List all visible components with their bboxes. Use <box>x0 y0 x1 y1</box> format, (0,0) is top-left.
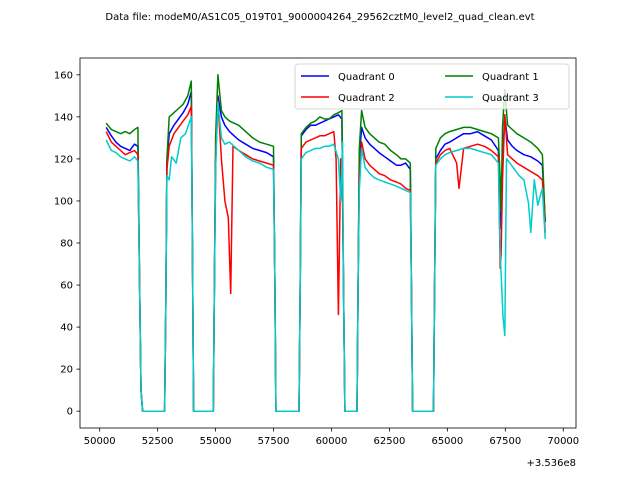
y-tick-label: 100 <box>54 196 73 207</box>
y-tick-label: 20 <box>60 365 73 376</box>
x-tick-label: 70000 <box>547 436 579 447</box>
legend-label-quadrant-1: Quadrant 1 <box>482 72 539 83</box>
legend-box <box>294 63 570 110</box>
legend: Quadrant 0 Quadrant 1 Quadrant 2 Quadrant 3 <box>294 63 570 110</box>
y-tick-label: 0 <box>67 407 73 418</box>
x-tick-label: 60000 <box>316 436 348 447</box>
y-tick-label: 160 <box>54 70 73 81</box>
y-tick-label: 40 <box>60 323 73 334</box>
series-line-quadrant-2 <box>105 99 546 412</box>
series-line-quadrant-3 <box>105 101 546 412</box>
legend-label-quadrant-3: Quadrant 3 <box>482 93 539 104</box>
x-axis-offset-label: +3.536e8 <box>526 458 576 469</box>
x-tick-label: 62500 <box>374 436 406 447</box>
y-tick-label: 60 <box>60 281 73 292</box>
y-tick-label: 80 <box>60 239 73 250</box>
y-axis: 0 20 40 60 80 100 120 140 160 <box>54 70 80 418</box>
series-line-quadrant-1 <box>105 74 546 412</box>
chart-title: Data file: modeM0/AS1C05_019T01_90000042… <box>105 12 534 23</box>
x-tick-label: 52500 <box>142 436 174 447</box>
legend-label-quadrant-0: Quadrant 0 <box>338 72 395 83</box>
x-tick-label: 65000 <box>431 436 463 447</box>
y-tick-label: 120 <box>54 154 73 165</box>
series-layer <box>105 74 546 412</box>
x-tick-label: 50000 <box>84 436 116 447</box>
x-tick-label: 55000 <box>200 436 232 447</box>
y-tick-label: 140 <box>54 112 73 123</box>
x-tick-label: 57500 <box>258 436 290 447</box>
legend-label-quadrant-2: Quadrant 2 <box>338 93 395 104</box>
x-tick-label: 67500 <box>489 436 521 447</box>
x-axis: 50000 52500 55000 57500 60000 62500 65000 67500… <box>84 428 579 447</box>
